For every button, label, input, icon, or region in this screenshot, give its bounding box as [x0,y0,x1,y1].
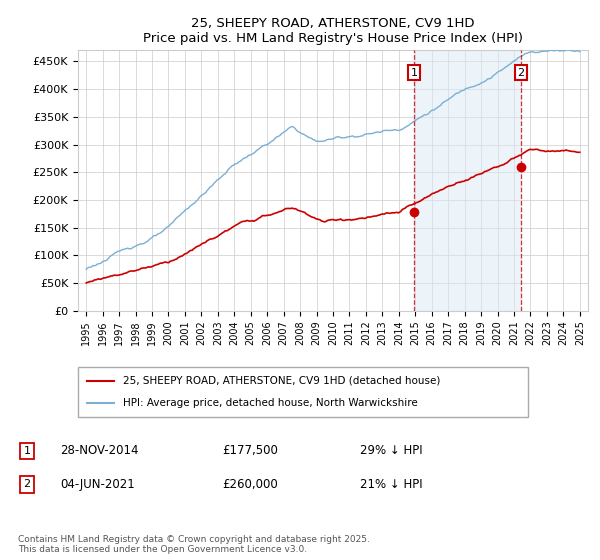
Text: £260,000: £260,000 [222,478,278,491]
FancyBboxPatch shape [78,367,528,417]
Text: 1: 1 [23,446,31,456]
Text: 04-JUN-2021: 04-JUN-2021 [60,478,135,491]
Title: 25, SHEEPY ROAD, ATHERSTONE, CV9 1HD
Price paid vs. HM Land Registry's House Pri: 25, SHEEPY ROAD, ATHERSTONE, CV9 1HD Pri… [143,17,523,45]
Text: 21% ↓ HPI: 21% ↓ HPI [360,478,422,491]
Text: 28-NOV-2014: 28-NOV-2014 [60,444,139,458]
Text: 2: 2 [23,479,31,489]
Text: 1: 1 [410,68,418,77]
Text: £177,500: £177,500 [222,444,278,458]
Text: HPI: Average price, detached house, North Warwickshire: HPI: Average price, detached house, Nort… [123,398,418,408]
Text: 25, SHEEPY ROAD, ATHERSTONE, CV9 1HD (detached house): 25, SHEEPY ROAD, ATHERSTONE, CV9 1HD (de… [123,376,440,386]
Bar [414,50,521,311]
Text: Contains HM Land Registry data © Crown copyright and database right 2025.
This d: Contains HM Land Registry data © Crown c… [18,535,370,554]
Text: 2: 2 [517,68,524,77]
Text: 29% ↓ HPI: 29% ↓ HPI [360,444,422,458]
